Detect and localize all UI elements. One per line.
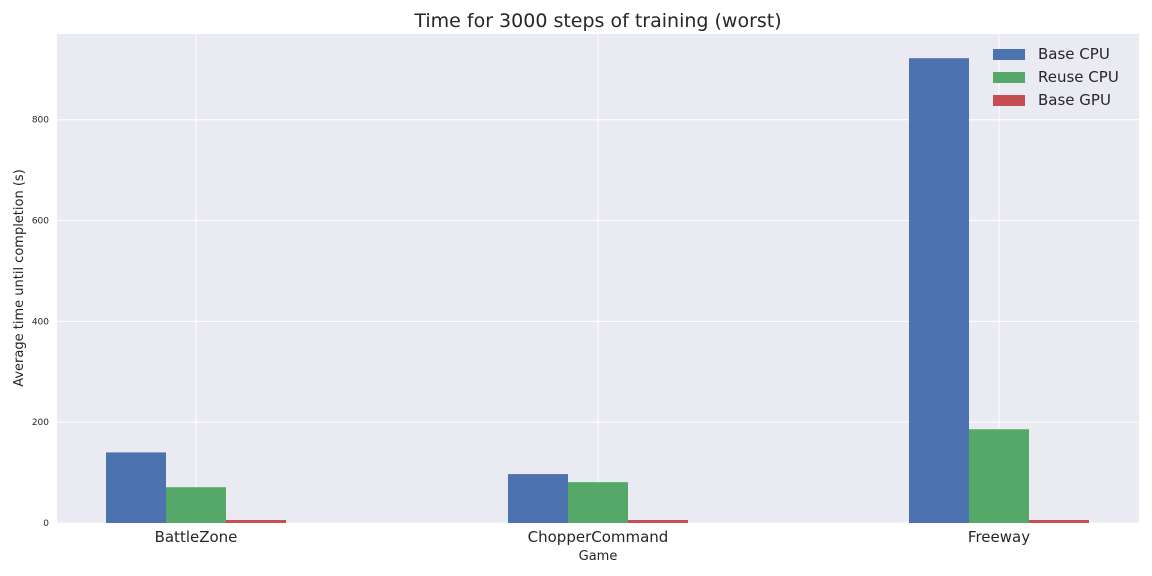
x-tick-label: Freeway — [968, 528, 1030, 546]
y-tick-label: 200 — [32, 418, 49, 428]
legend-swatch — [993, 49, 1025, 60]
y-tick-label: 600 — [32, 217, 49, 227]
bar-reuse-cpu-freeway — [969, 429, 1029, 523]
legend-swatch — [993, 95, 1025, 106]
y-tick-label: 400 — [32, 317, 49, 327]
y-tick-label: 800 — [32, 116, 49, 126]
bars — [106, 58, 1089, 523]
y-tick-labels: 0 200 400 600 800 — [32, 116, 49, 529]
x-axis-label: Game — [579, 549, 618, 564]
bar-base-cpu-freeway — [909, 58, 969, 523]
legend-label: Reuse CPU — [1038, 68, 1119, 86]
bar-base-gpu-battlezone — [226, 519, 286, 523]
bar-base-cpu-choppercommand — [508, 474, 568, 523]
legend-swatch — [993, 72, 1025, 83]
chart-title: Time for 3000 steps of training (worst) — [413, 10, 781, 32]
legend: Base CPU Reuse CPU Base GPU — [993, 45, 1119, 109]
y-tick-label: 0 — [43, 519, 49, 529]
x-tick-label: BattleZone — [155, 528, 238, 546]
y-axis-label: Average time until completion (s) — [12, 169, 27, 387]
legend-label: Base CPU — [1038, 45, 1110, 63]
bar-base-gpu-choppercommand — [628, 519, 688, 523]
x-tick-labels: BattleZone ChopperCommand Freeway — [155, 528, 1031, 546]
x-tick-label: ChopperCommand — [528, 528, 669, 546]
bar-base-cpu-battlezone — [106, 452, 166, 523]
bar-base-gpu-freeway — [1029, 519, 1089, 523]
legend-label: Base GPU — [1038, 91, 1111, 109]
bar-reuse-cpu-choppercommand — [568, 482, 628, 523]
bar-reuse-cpu-battlezone — [166, 487, 226, 523]
